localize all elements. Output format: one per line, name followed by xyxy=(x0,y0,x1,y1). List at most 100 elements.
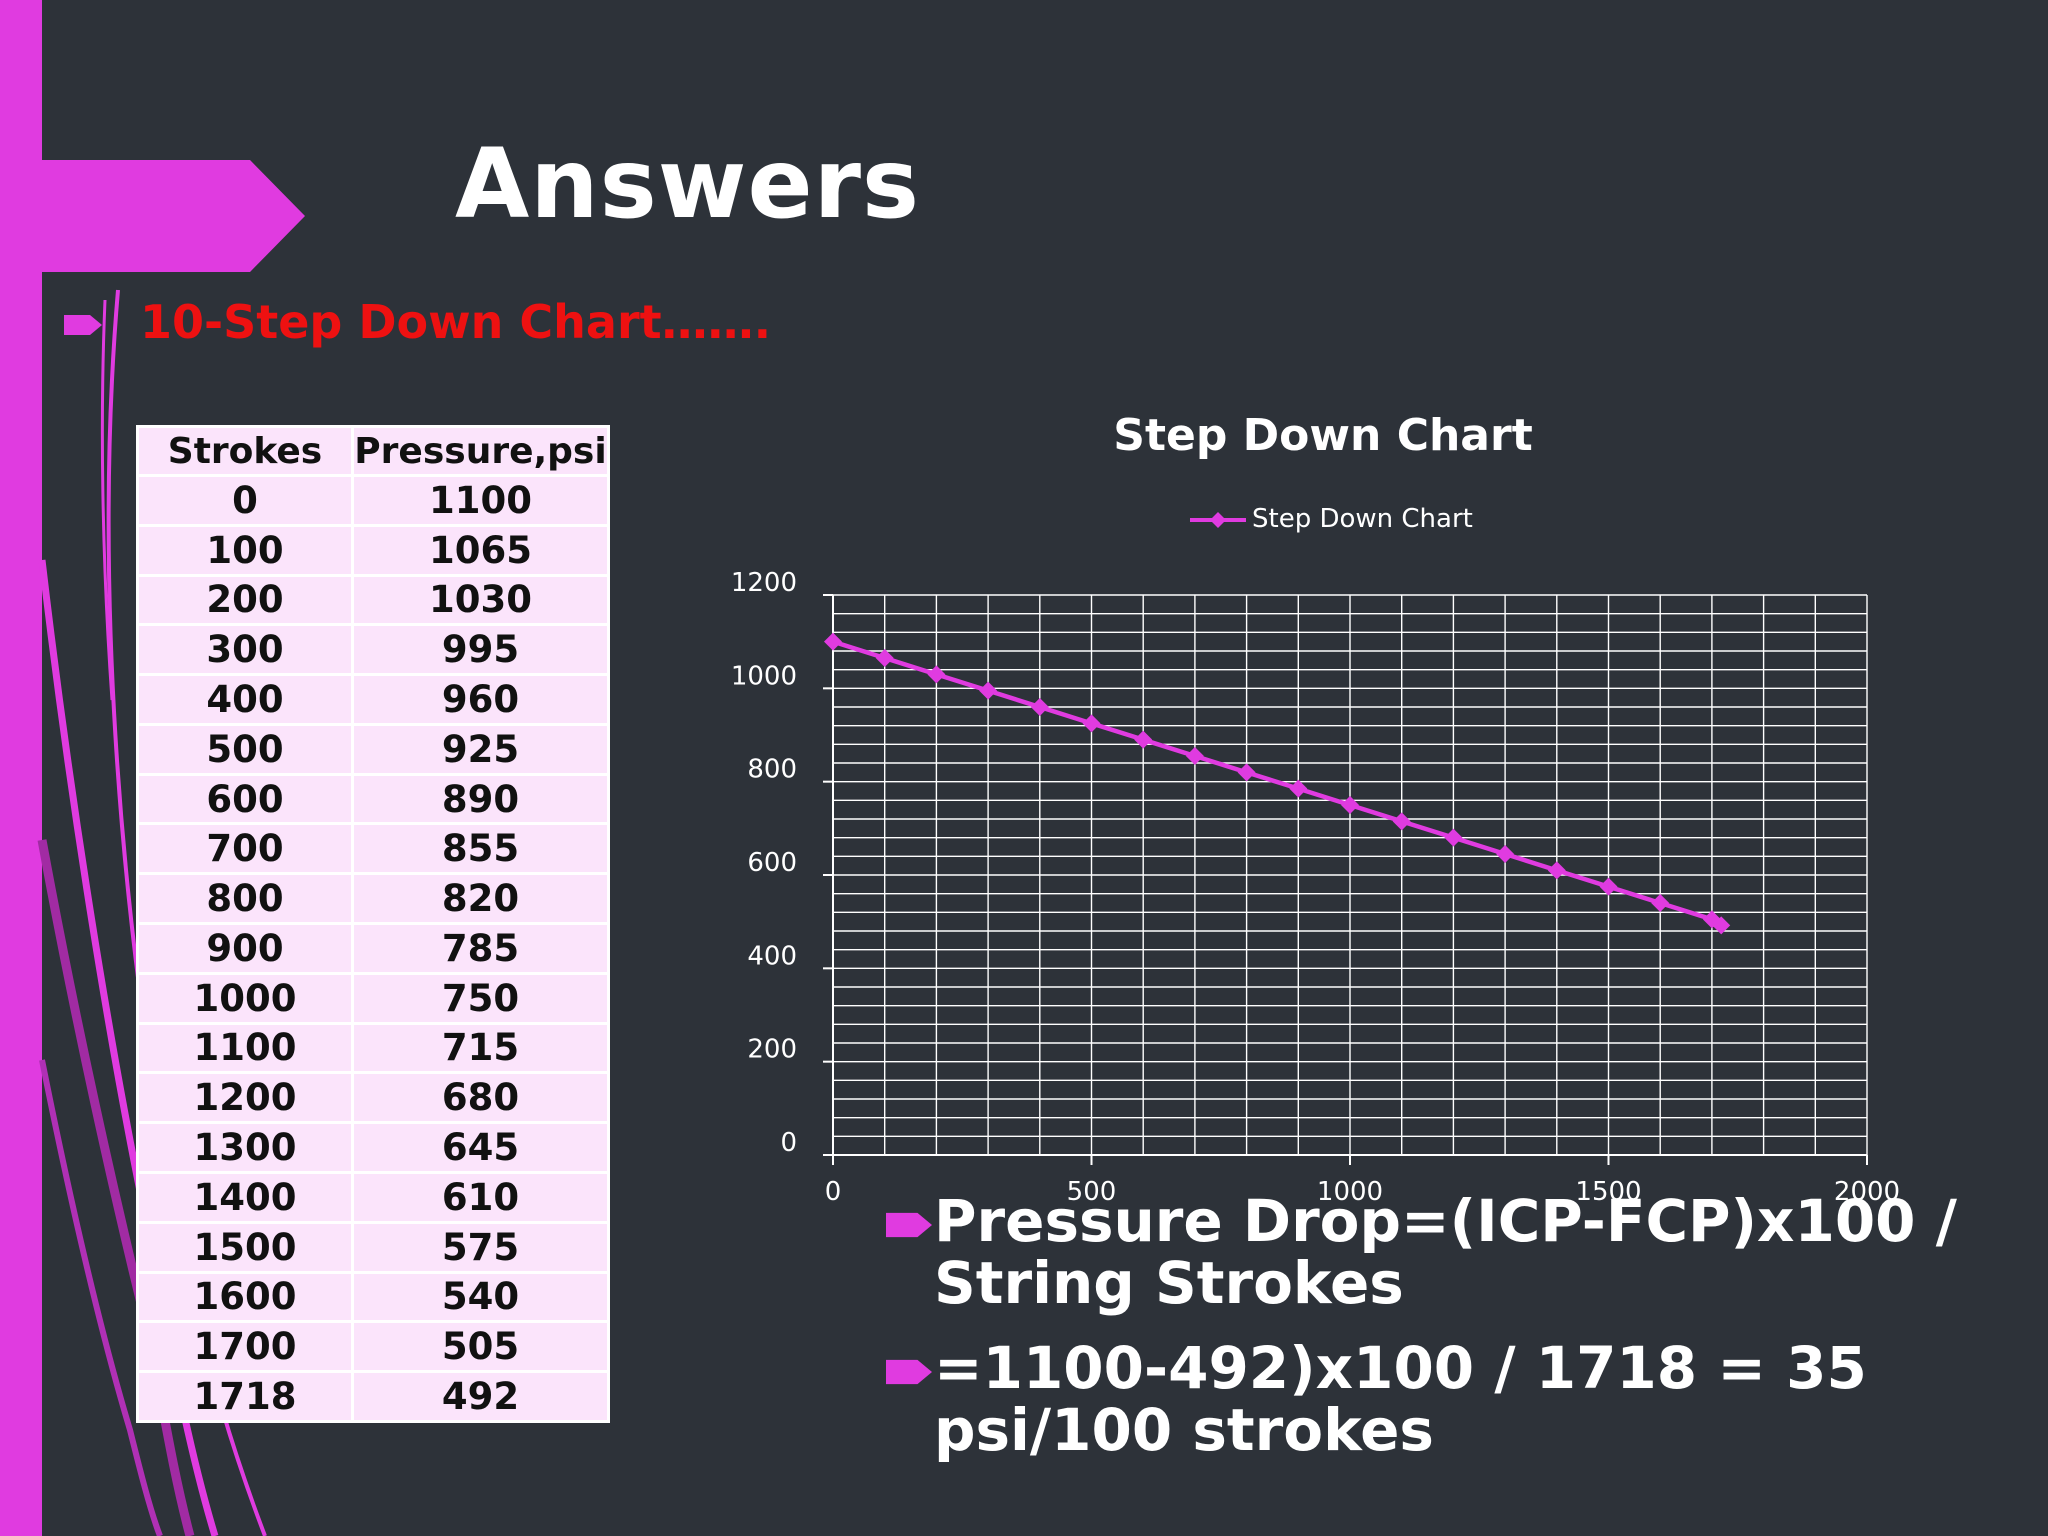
data-point-marker xyxy=(1185,747,1204,765)
cell-strokes: 1500 xyxy=(136,1220,354,1274)
cell-pressure: 750 xyxy=(351,971,610,1025)
table-row: 1400 610 xyxy=(136,1170,610,1224)
table-row: 800 820 xyxy=(136,872,610,926)
cell-strokes: 1100 xyxy=(136,1021,354,1075)
cell-strokes: 900 xyxy=(136,922,354,975)
x-tick-label: 1500 xyxy=(1575,1177,1641,1207)
y-tick-label: 0 xyxy=(780,1128,797,1158)
formula-bullet-arrow-icon xyxy=(886,1212,932,1238)
cell-strokes: 1000 xyxy=(136,971,354,1025)
cell-strokes: 200 xyxy=(136,573,354,627)
data-point-marker xyxy=(1392,812,1411,831)
cell-strokes: 1400 xyxy=(136,1170,354,1224)
formula-line: String Strokes xyxy=(934,1249,1404,1317)
cell-strokes: 600 xyxy=(136,772,354,826)
data-point-marker xyxy=(1712,916,1731,935)
y-tick-label: 1200 xyxy=(731,568,797,598)
cell-strokes: 300 xyxy=(136,623,354,677)
x-tick-label: 1000 xyxy=(1317,1177,1383,1207)
y-tick-label: 800 xyxy=(747,755,797,785)
y-tick-label: 400 xyxy=(747,941,797,971)
table-header-row: Strokes Pressure,psi xyxy=(136,425,610,477)
table-row: 1700 505 xyxy=(136,1320,610,1374)
x-tick-label: 0 xyxy=(825,1177,842,1207)
chart-grid xyxy=(823,594,1868,1165)
table-row: 1300 645 xyxy=(136,1121,610,1174)
data-point-marker xyxy=(1289,779,1308,798)
y-tick-label: 200 xyxy=(747,1035,797,1065)
bullet-arrow-icon xyxy=(64,315,102,335)
cell-pressure: 960 xyxy=(351,673,610,726)
cell-pressure: 680 xyxy=(351,1071,610,1125)
cell-strokes: 100 xyxy=(136,523,354,577)
cell-strokes: 1718 xyxy=(136,1370,354,1423)
data-point-marker xyxy=(927,665,946,684)
cell-strokes: 1300 xyxy=(136,1121,354,1174)
cell-pressure: 492 xyxy=(351,1370,610,1423)
formula-pressure-drop: Pressure Drop=(ICP-FCP)x100 / String Str… xyxy=(934,1190,1957,1314)
cell-pressure: 575 xyxy=(351,1220,610,1274)
table-row: 900 785 xyxy=(136,922,610,975)
legend-label: Step Down Chart xyxy=(1252,504,1473,534)
result-line: =1100-492)x100 / 1718 = 35 xyxy=(934,1334,1867,1402)
table-row: 1000 750 xyxy=(136,971,610,1025)
table-row: 1500 575 xyxy=(136,1220,610,1274)
x-tick-label: 500 xyxy=(1067,1177,1117,1207)
cell-strokes: 0 xyxy=(136,474,354,527)
data-point-marker xyxy=(1030,698,1049,716)
data-point-marker xyxy=(824,632,842,651)
cell-pressure: 855 xyxy=(351,822,610,876)
data-point-marker xyxy=(1082,714,1101,733)
table-row: 0 1100 xyxy=(136,474,610,527)
cell-pressure: 715 xyxy=(351,1021,610,1075)
cell-pressure: 785 xyxy=(351,922,610,975)
cell-strokes: 400 xyxy=(136,673,354,726)
cell-strokes: 700 xyxy=(136,822,354,876)
cell-strokes: 1200 xyxy=(136,1071,354,1125)
result-line: psi/100 strokes xyxy=(934,1396,1434,1464)
table-row: 700 855 xyxy=(136,822,610,876)
chart-legend: Step Down Chart xyxy=(1190,504,1473,534)
step-down-table: Strokes Pressure,psi 0 1100 100 1065 200 1030… xyxy=(136,425,610,1423)
data-point-marker xyxy=(1444,828,1463,847)
series-line xyxy=(832,639,1723,928)
legend-diamond-icon xyxy=(1210,512,1226,528)
data-point-marker xyxy=(1237,763,1256,782)
cell-pressure: 890 xyxy=(351,772,610,826)
data-point-marker xyxy=(875,649,894,667)
cell-pressure: 1100 xyxy=(351,474,610,527)
data-point-marker xyxy=(1341,796,1359,814)
cell-strokes: 1600 xyxy=(136,1270,354,1324)
formula-line: Pressure Drop=(ICP-FCP)x100 / xyxy=(934,1187,1957,1255)
y-tick-label: 600 xyxy=(747,848,797,878)
table-row: 200 1030 xyxy=(136,573,610,627)
table-row: 600 890 xyxy=(136,772,610,826)
cell-pressure: 1065 xyxy=(351,523,610,577)
table-body: 0 1100 100 1065 200 1030 300 995 400 960 500 925 600… xyxy=(136,474,610,1423)
section-subtitle: 10-Step Down Chart……. xyxy=(140,295,772,349)
cell-pressure: 1030 xyxy=(351,573,610,627)
table-row: 1600 540 xyxy=(136,1270,610,1324)
formula-result: =1100-492)x100 / 1718 = 35 psi/100 strok… xyxy=(934,1337,1867,1461)
y-tick-label: 1000 xyxy=(731,661,797,691)
cell-pressure: 610 xyxy=(351,1170,610,1224)
cell-pressure: 995 xyxy=(351,623,610,677)
cell-pressure: 540 xyxy=(351,1270,610,1324)
step-down-line-chart: Step Down Chart Step Down Chart 0 200 400 6… xyxy=(731,410,1900,1207)
table-row: 1718 492 xyxy=(136,1370,610,1423)
cell-pressure: 505 xyxy=(351,1320,610,1374)
chart-tick-labels: 0 200 400 600 800 1000 1200 0 500 1000 1500 2000 xyxy=(731,568,1900,1207)
page-title: Answers xyxy=(455,128,921,240)
table-row: 1100 715 xyxy=(136,1021,610,1075)
column-header-strokes: Strokes xyxy=(136,425,354,477)
data-point-marker xyxy=(1134,730,1153,749)
data-point-marker xyxy=(979,681,998,700)
table-row: 500 925 xyxy=(136,722,610,776)
cell-strokes: 1700 xyxy=(136,1320,354,1374)
cell-pressure: 645 xyxy=(351,1121,610,1174)
column-header-pressure: Pressure,psi xyxy=(351,425,610,477)
table-row: 300 995 xyxy=(136,623,610,677)
chart-title: Step Down Chart xyxy=(1113,410,1532,461)
data-point-marker xyxy=(1599,877,1618,896)
